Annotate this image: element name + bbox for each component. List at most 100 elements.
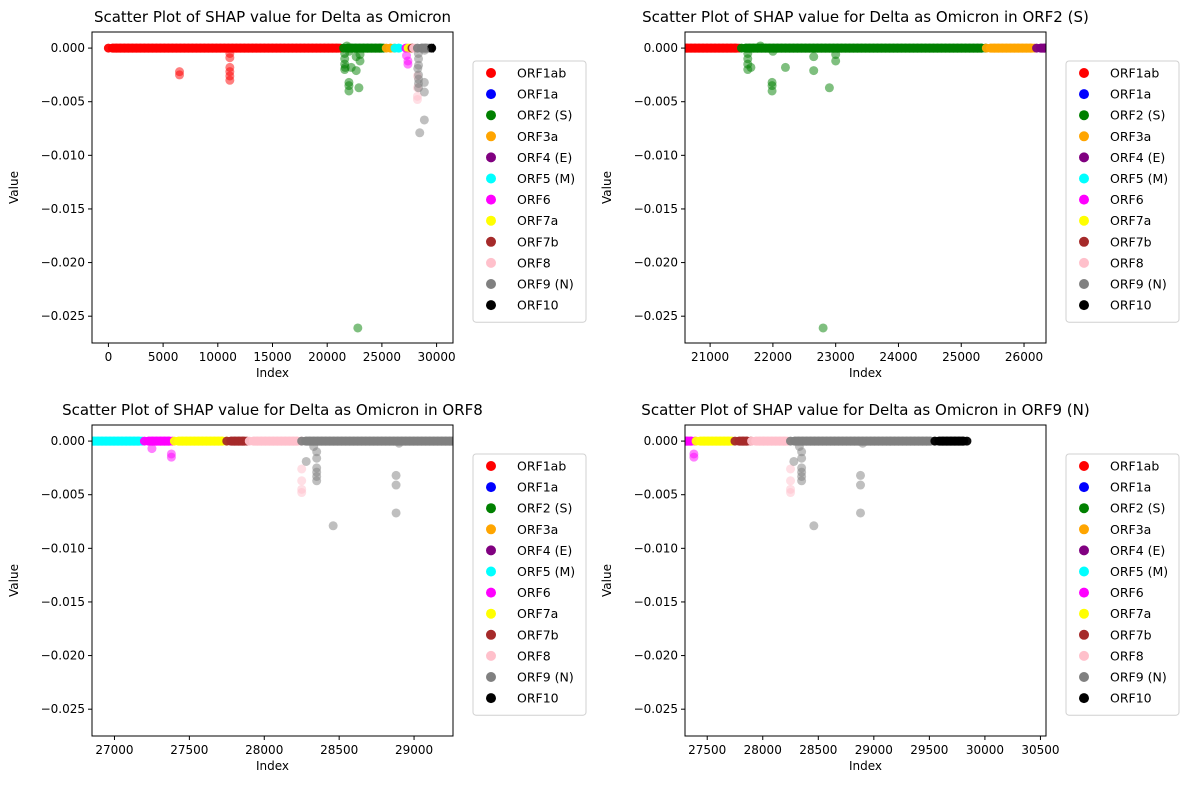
y-axis-label: Value	[7, 564, 21, 597]
legend-marker-ORF10	[486, 300, 496, 311]
point-ORF2 (S)	[344, 46, 354, 56]
y-tick-label: −0.020	[634, 649, 678, 663]
point-ORF2 (S)	[809, 52, 819, 62]
band-points	[244, 436, 306, 446]
legend-marker-ORF4 (E)	[1079, 152, 1089, 163]
point-ORF8	[297, 464, 307, 474]
point-ORF2 (S)	[351, 66, 361, 76]
legend: ORF1ab ORF1a ORF2 (S) ORF3a ORF4 (E) ORF5 (M)…	[472, 60, 587, 323]
legend-label: ORF2 (S)	[517, 108, 572, 123]
legend-label: ORF1a	[1110, 480, 1151, 495]
chart-title: Scatter Plot of SHAP value for Delta as …	[94, 8, 451, 26]
point-ORF2 (S)	[354, 83, 364, 93]
legend-label: ORF1a	[517, 480, 558, 495]
legend-marker-ORF7b	[1079, 629, 1089, 640]
point-ORF10	[427, 43, 437, 53]
legend-frame	[1065, 453, 1180, 716]
y-tick-label: −0.010	[41, 148, 85, 162]
band-points	[747, 436, 793, 446]
band-points	[737, 43, 991, 53]
legend-label: ORF8	[1110, 648, 1144, 663]
point-ORF9 (N)	[856, 470, 866, 480]
band-points	[981, 43, 1039, 53]
point-ORF5 (M)	[394, 43, 404, 53]
axes-frame	[684, 31, 1047, 344]
legend-label: ORF2 (S)	[517, 501, 572, 516]
y-tick-label: −0.015	[41, 595, 85, 609]
point-ORF9 (N)	[301, 456, 311, 466]
point-ORF8	[786, 476, 796, 486]
subplot-3: 27000 27500 28000 28500 29000 0.000 −0.005 −0.0…	[7, 401, 587, 773]
y-tick-label: −0.005	[634, 488, 678, 502]
point-ORF9 (N)	[419, 115, 429, 125]
point-ORF9 (N)	[453, 437, 462, 446]
axes-frame	[91, 424, 454, 737]
legend-marker-ORF10	[1079, 300, 1089, 311]
legend-label: ORF7a	[517, 606, 558, 621]
point-ORF8	[786, 464, 796, 474]
point-ORF4 (E)	[1044, 44, 1046, 52]
legend-label: ORF6	[1110, 192, 1144, 207]
x-tick-label: 27500	[688, 743, 726, 757]
x-tick-label: 28500	[799, 743, 837, 757]
y-tick-label: −0.005	[41, 95, 85, 109]
legend-marker-ORF1ab	[486, 68, 496, 78]
legend-marker-ORF5 (M)	[486, 566, 496, 577]
band-points	[691, 436, 737, 446]
point-ORF4 (E)	[1040, 43, 1046, 53]
y-tick-label: −0.015	[634, 202, 678, 216]
y-axis-label: Value	[600, 171, 614, 204]
x-tick-label: 22000	[754, 350, 792, 364]
legend-marker-ORF6	[1079, 194, 1089, 205]
point-ORF2 (S)	[344, 86, 354, 96]
point-ORF9 (N)	[391, 480, 401, 490]
legend-label: ORF4 (E)	[1110, 150, 1165, 165]
y-tick-label: −0.005	[634, 95, 678, 109]
legend-label: ORF7a	[1110, 213, 1151, 228]
y-tick-label: −0.015	[634, 595, 678, 609]
legend-label: ORF9 (N)	[1110, 670, 1167, 685]
x-tick-label: 25000	[363, 350, 401, 364]
legend-label: ORF6	[517, 585, 551, 600]
point-ORF1ab	[225, 75, 235, 85]
plot-area	[92, 436, 462, 531]
legend-label: ORF9 (N)	[517, 277, 574, 292]
x-tick-label: 26000	[1005, 350, 1043, 364]
x-tick-label: 21000	[691, 350, 729, 364]
point-ORF2 (S)	[755, 41, 765, 51]
y-tick-label: −0.010	[41, 541, 85, 555]
point-ORF6	[166, 452, 176, 462]
x-tick-label: 27500	[170, 743, 208, 757]
chart-title: Scatter Plot of SHAP value for Delta as …	[642, 8, 1089, 26]
legend-label: ORF8	[517, 255, 551, 270]
band-points	[427, 43, 437, 53]
legend-label: ORF10	[1110, 298, 1152, 313]
y-tick-label: −0.005	[41, 488, 85, 502]
band-points	[92, 436, 147, 446]
point-ORF9 (N)	[391, 470, 401, 480]
legend-marker-ORF2 (S)	[486, 110, 496, 121]
legend-marker-ORF9 (N)	[1079, 279, 1089, 289]
legend-label: ORF9 (N)	[1110, 277, 1167, 292]
legend-marker-ORF6	[486, 587, 496, 598]
axes-frame	[684, 424, 1047, 737]
legend-label: ORF1ab	[1110, 66, 1159, 81]
legend-marker-ORF1ab	[1079, 68, 1089, 78]
legend-label: ORF3a	[1110, 522, 1151, 537]
x-tick-label: 29500	[910, 743, 948, 757]
point-ORF9 (N)	[419, 87, 429, 97]
legend-label: ORF5 (M)	[517, 564, 575, 579]
legend-label: ORF1a	[1110, 87, 1151, 102]
point-ORF9 (N)	[794, 441, 804, 451]
point-ORF2 (S)	[831, 50, 841, 60]
legend-label: ORF3a	[517, 129, 558, 144]
point-ORF8	[297, 488, 307, 498]
legend-marker-ORF1a	[486, 482, 496, 493]
legend-marker-ORF3a	[1079, 131, 1089, 142]
plot-area	[103, 41, 437, 333]
point-ORF8	[786, 488, 796, 498]
legend-label: ORF2 (S)	[1110, 108, 1165, 123]
legend-marker-ORF2 (S)	[1079, 110, 1089, 121]
point-ORF9 (N)	[449, 436, 453, 446]
point-ORF9 (N)	[809, 521, 819, 531]
